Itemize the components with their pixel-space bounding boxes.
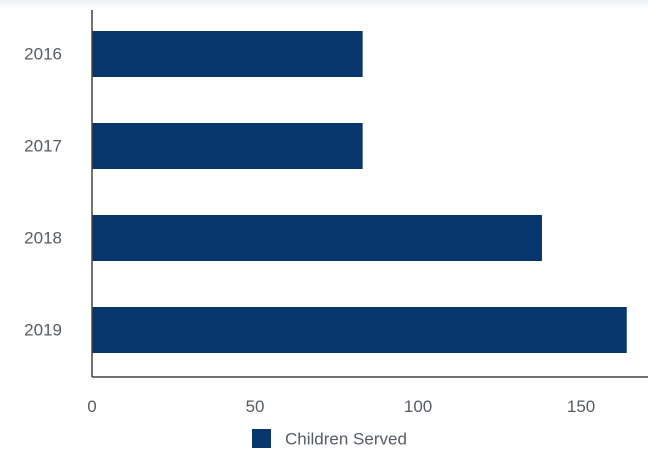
bar-2017 <box>92 123 363 169</box>
x-tick-labels: 0 50 100 150 <box>87 397 595 416</box>
x-tick-label-100: 100 <box>404 397 432 416</box>
top-fade <box>0 0 648 10</box>
bar-2018 <box>92 215 542 261</box>
legend: Children Served <box>252 429 407 449</box>
y-tick-label-2017: 2017 <box>24 137 62 156</box>
y-tick-labels: 2016 2017 2018 2019 <box>24 45 62 340</box>
x-tick-label-150: 150 <box>567 397 595 416</box>
y-tick-label-2018: 2018 <box>24 229 62 248</box>
bar-2019 <box>92 307 627 353</box>
y-tick-label-2016: 2016 <box>24 45 62 64</box>
y-tick-label-2019: 2019 <box>24 321 62 340</box>
x-tick-label-50: 50 <box>246 397 265 416</box>
x-tick-label-0: 0 <box>87 397 96 416</box>
bars-layer <box>92 31 627 353</box>
legend-label[interactable]: Children Served <box>285 430 407 449</box>
bar-2016 <box>92 31 363 77</box>
legend-swatch <box>252 429 271 448</box>
